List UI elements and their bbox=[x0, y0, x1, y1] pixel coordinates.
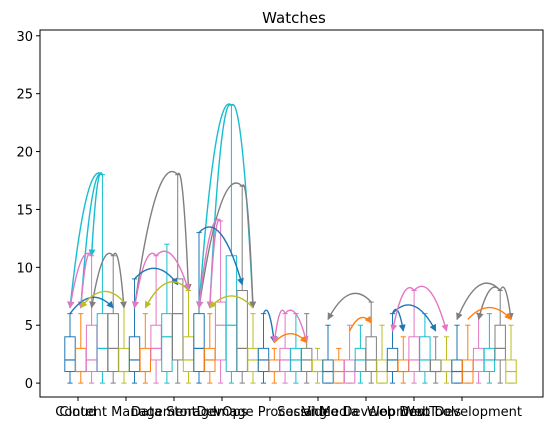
x-tick-label: Content Management bbox=[55, 405, 196, 420]
box-body bbox=[193, 313, 205, 373]
relation-arrow bbox=[209, 295, 254, 309]
box-body bbox=[397, 359, 410, 373]
box-body bbox=[494, 324, 506, 361]
relation-arrow bbox=[476, 286, 501, 321]
relation-arrow bbox=[273, 332, 308, 344]
box-body bbox=[172, 278, 184, 361]
relation-arrow bbox=[132, 252, 157, 309]
relation-arrow bbox=[241, 184, 257, 309]
box-body bbox=[85, 324, 98, 373]
box-body bbox=[182, 336, 195, 373]
relation-arrow bbox=[390, 286, 415, 332]
box-body bbox=[139, 347, 152, 373]
relation-arrow bbox=[391, 304, 437, 332]
box-body bbox=[128, 336, 141, 373]
x-tick-label: Video Development bbox=[302, 405, 430, 420]
relation-arrow bbox=[67, 172, 103, 309]
relation-arrow bbox=[327, 292, 372, 321]
relation-arrow bbox=[112, 252, 127, 309]
y-tick-label: 10 bbox=[16, 261, 33, 276]
box-body bbox=[419, 336, 431, 373]
relation-arrow bbox=[77, 252, 93, 309]
box-body bbox=[107, 313, 119, 373]
box-body bbox=[440, 359, 453, 373]
box-body bbox=[161, 313, 173, 373]
box-body bbox=[150, 324, 162, 361]
box-body bbox=[64, 336, 76, 373]
relation-arrow bbox=[206, 218, 222, 309]
box-body bbox=[225, 255, 238, 373]
y-tick-label: 20 bbox=[16, 146, 33, 161]
relation-arrow bbox=[69, 296, 114, 315]
relation-arrow bbox=[144, 281, 190, 309]
box-body bbox=[365, 336, 377, 373]
relation-arrow bbox=[155, 250, 190, 292]
box-body bbox=[236, 289, 248, 373]
box-body bbox=[75, 347, 87, 373]
relation-arrow bbox=[195, 103, 232, 309]
relation-arrow bbox=[467, 306, 512, 320]
box-body bbox=[311, 359, 324, 373]
relation-arrow bbox=[177, 172, 192, 292]
x-tick-label: Data Storage bbox=[131, 405, 217, 420]
x-tick-label: Image Processing bbox=[213, 405, 327, 420]
chart-title: Watches bbox=[262, 9, 326, 27]
plot-frame bbox=[39, 29, 544, 398]
x-tick-label: Cloud bbox=[59, 405, 96, 420]
relation-arrow bbox=[271, 309, 286, 344]
x-tick-label: DevOps bbox=[197, 405, 248, 420]
x-tick-label: Social Media bbox=[277, 405, 359, 420]
box-body bbox=[408, 336, 420, 373]
y-tick-label: 0 bbox=[25, 377, 33, 392]
relation-arrow bbox=[198, 226, 244, 286]
relation-arrow bbox=[262, 309, 277, 344]
relation-arrow bbox=[413, 285, 449, 332]
box-body bbox=[118, 347, 130, 373]
relation-arrow bbox=[196, 182, 243, 309]
relation-arrow bbox=[88, 172, 104, 257]
y-tick-label: 25 bbox=[16, 88, 33, 103]
x-tick-label: Web Development bbox=[402, 405, 522, 420]
box-body bbox=[214, 301, 227, 361]
y-tick-label: 30 bbox=[16, 30, 33, 45]
box-body bbox=[430, 359, 442, 373]
relation-arrow bbox=[133, 267, 179, 286]
y-tick-label: 5 bbox=[25, 319, 33, 334]
relation-arrow bbox=[80, 290, 125, 309]
relation-arrow bbox=[89, 252, 114, 309]
box-body bbox=[96, 313, 109, 373]
x-tick-label: Web Dev Tools bbox=[367, 405, 462, 420]
y-tick-label: 15 bbox=[16, 203, 33, 218]
box-body bbox=[268, 359, 281, 373]
relation-arrow bbox=[348, 315, 372, 332]
